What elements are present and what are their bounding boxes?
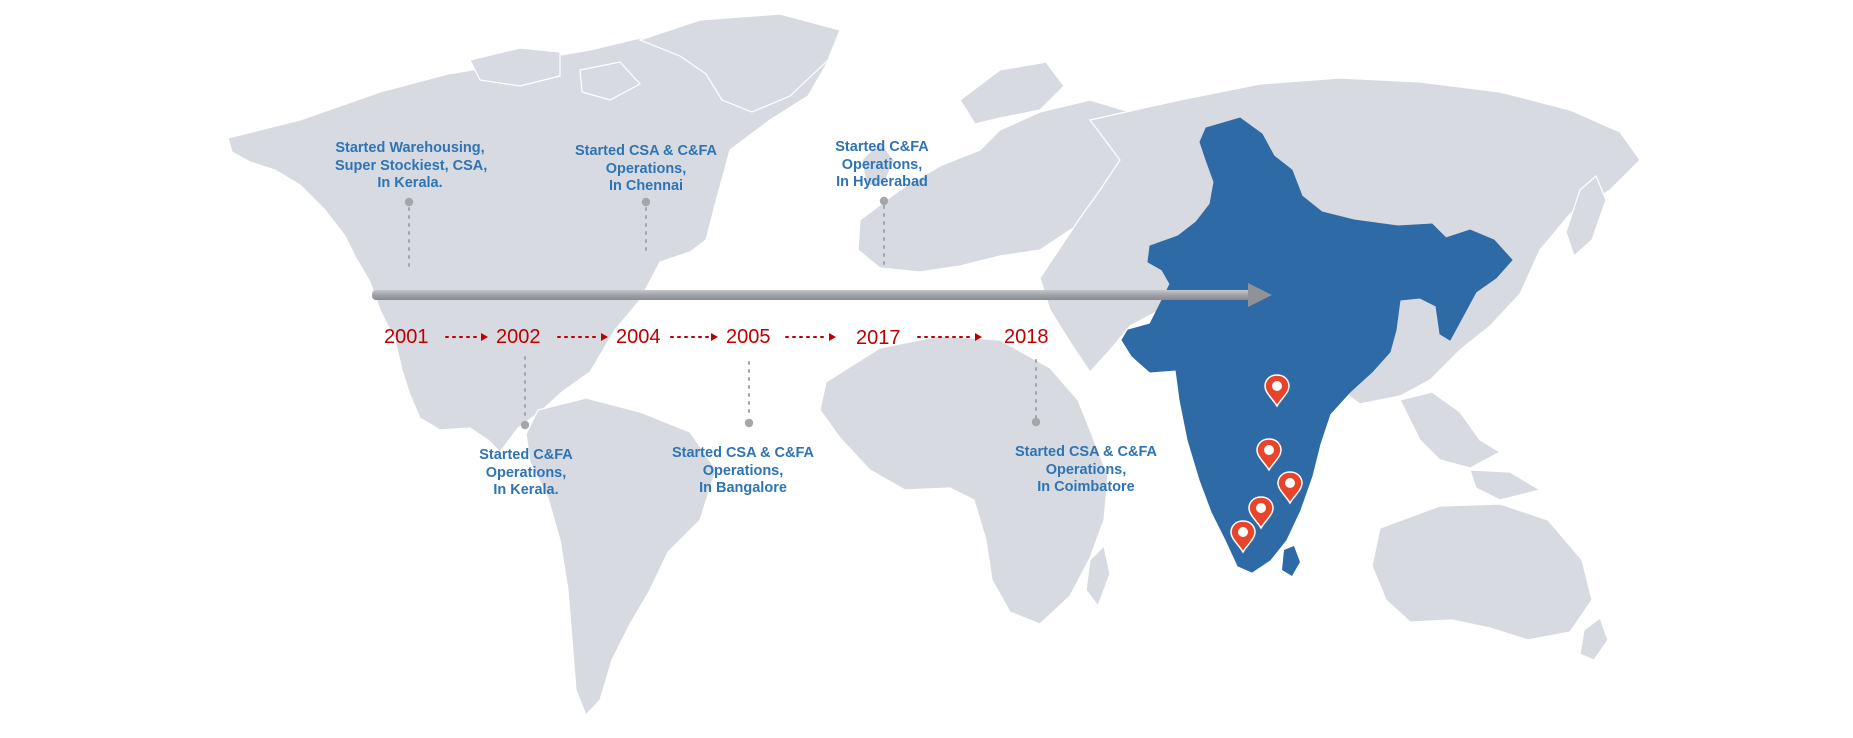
caption-line: Started CSA & C&FA	[671, 445, 815, 461]
caption-line: Operations,	[485, 464, 567, 481]
year-label: 2018	[1004, 326, 1049, 348]
connector-dot	[404, 197, 414, 207]
milestone-caption: Started Warehousing, Super Stockiest, CS…	[335, 140, 488, 193]
madagascar	[1085, 544, 1111, 608]
year-label: 2004	[616, 326, 661, 348]
connector-dot	[744, 418, 754, 428]
caption-line: In Hyderabad	[836, 174, 928, 190]
year-label: 2001	[384, 326, 429, 348]
milestone-caption: Started CSA & C&FA Operations, In Coimba…	[1008, 444, 1164, 497]
uk-scandinavia	[861, 61, 1065, 187]
caption-line: Operations,	[702, 462, 784, 479]
greenland	[638, 13, 841, 113]
connector-dot	[879, 196, 889, 206]
connector-dot	[641, 197, 651, 207]
caption-line: In Kerala.	[377, 175, 443, 191]
japan	[1565, 174, 1607, 258]
caption-line: Started CSA & C&FA	[574, 143, 718, 159]
caption-line: In Bangalore	[699, 480, 787, 496]
caption-line: Started CSA & C&FA	[1014, 444, 1158, 460]
map-pin-icon	[1248, 496, 1274, 529]
india-highlight	[1121, 117, 1513, 573]
caption-line: Started C&FA	[835, 139, 929, 155]
year-link-arrowhead	[481, 333, 488, 341]
canada-islands	[469, 47, 641, 101]
milestone-caption: Started C&FA Operations, In Kerala.	[451, 447, 601, 500]
year-label: 2002	[496, 326, 541, 348]
caption-line: In Chennai	[608, 178, 684, 194]
australia	[1371, 503, 1593, 641]
caption-line: Operations,	[605, 160, 687, 177]
year-link-arrowhead	[975, 333, 982, 341]
connector-dot	[1031, 417, 1041, 427]
map-pin-icon	[1264, 374, 1290, 407]
map-pin-icon	[1277, 471, 1303, 504]
year-link-arrowhead	[601, 333, 608, 341]
year-link-arrowhead	[711, 333, 718, 341]
new-zealand	[1579, 617, 1609, 661]
sri-lanka	[1282, 546, 1300, 576]
caption-line: Operations,	[841, 156, 923, 173]
map-pin-icon	[1230, 520, 1256, 553]
caption-line: Operations,	[1045, 461, 1127, 478]
southeast-asia	[1399, 391, 1542, 501]
year-label: 2005	[726, 326, 771, 348]
caption-line: Started C&FA	[479, 447, 573, 463]
milestone-caption: Started CSA & C&FA Operations, In Bangal…	[665, 445, 821, 498]
caption-line: In Coimbatore	[1037, 479, 1135, 495]
milestone-caption: Started CSA & C&FA Operations, In Chenna…	[568, 143, 724, 196]
caption-line: Super Stockiest, CSA,	[335, 157, 488, 174]
caption-line: Started Warehousing,	[335, 140, 485, 156]
map-pin-icon	[1256, 438, 1282, 471]
year-link-arrowhead	[829, 333, 836, 341]
caption-line: In Kerala.	[493, 482, 559, 498]
year-label: 2017	[856, 327, 901, 349]
milestone-caption: Started C&FA Operations, In Hyderabad	[807, 139, 957, 192]
south-america	[525, 397, 717, 717]
connector-dot	[520, 420, 530, 430]
